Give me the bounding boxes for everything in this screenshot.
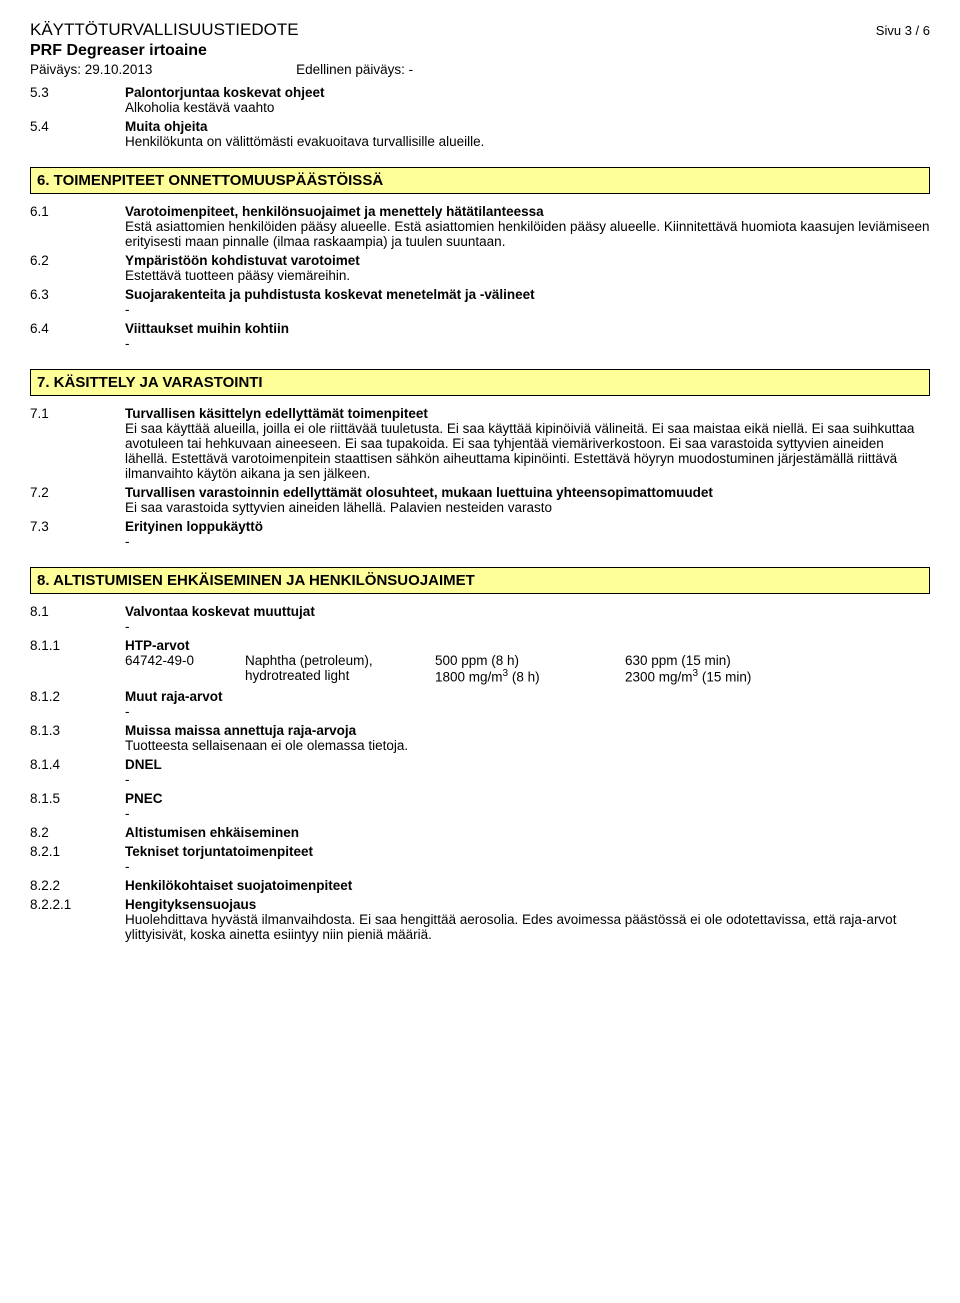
entry-5-4: 5.4 Muita ohjeita Henkilökunta on välitt…	[30, 119, 930, 149]
entry-heading: Muissa maissa annettuja raja-arvoja	[125, 723, 930, 738]
entry-8-1-3: 8.1.3 Muissa maissa annettuja raja-arvoj…	[30, 723, 930, 753]
entry-text: -	[125, 619, 930, 634]
entry-text: -	[125, 704, 930, 719]
entry-heading: Suojarakenteita ja puhdistusta koskevat …	[125, 287, 930, 302]
date-previous: Edellinen päiväys: -	[296, 62, 413, 77]
entry-heading: Turvallisen käsittelyn edellyttämät toim…	[125, 406, 930, 421]
section-7-title: 7. KÄSITTELY JA VARASTOINTI	[30, 369, 930, 396]
entry-text: Estettävä tuotteen pääsy viemäreihin.	[125, 268, 930, 283]
entry-num: 8.2.1	[30, 844, 125, 874]
entry-text: -	[125, 302, 930, 317]
entry-num: 7.2	[30, 485, 125, 515]
entry-8-2-2-1: 8.2.2.1 Hengityksensuojaus Huolehdittava…	[30, 897, 930, 942]
entry-text: Estä asiattomien henkilöiden pääsy aluee…	[125, 219, 930, 249]
date-row: Päiväys: 29.10.2013 Edellinen päiväys: -	[30, 62, 930, 77]
doc-title: KÄYTTÖTURVALLISUUSTIEDOTE	[30, 20, 299, 40]
htp-val2-15min: 2300 mg/m3 (15 min)	[625, 668, 930, 685]
entry-heading: Henkilökohtaiset suojatoimenpiteet	[125, 878, 930, 893]
entry-text: Alkoholia kestävä vaahto	[125, 100, 930, 115]
entry-text: Ei saa varastoida syttyvien aineiden läh…	[125, 500, 930, 515]
entry-num: 8.2	[30, 825, 125, 840]
entry-num: 7.3	[30, 519, 125, 549]
entry-6-4: 6.4 Viittaukset muihin kohtiin -	[30, 321, 930, 351]
page-number: Sivu 3 / 6	[876, 23, 930, 38]
entry-heading: Tekniset torjuntatoimenpiteet	[125, 844, 930, 859]
htp-name2: hydrotreated light	[245, 668, 435, 685]
entry-num: 6.2	[30, 253, 125, 283]
entry-heading: Varotoimenpiteet, henkilönsuojaimet ja m…	[125, 204, 930, 219]
entry-text: -	[125, 772, 930, 787]
entry-num: 8.1.4	[30, 757, 125, 787]
entry-text: -	[125, 336, 930, 351]
entry-num: 8.2.2	[30, 878, 125, 893]
entry-text: -	[125, 534, 930, 549]
entry-8-1-2: 8.1.2 Muut raja-arvot -	[30, 689, 930, 719]
entry-heading: Valvontaa koskevat muuttujat	[125, 604, 930, 619]
entry-num: 5.4	[30, 119, 125, 149]
entry-8-2-2: 8.2.2 Henkilökohtaiset suojatoimenpiteet	[30, 878, 930, 893]
entry-heading: HTP-arvot	[125, 638, 930, 653]
entry-heading: Muut raja-arvot	[125, 689, 930, 704]
section-8-title: 8. ALTISTUMISEN EHKÄISEMINEN JA HENKILÖN…	[30, 567, 930, 594]
entry-num: 8.1.3	[30, 723, 125, 753]
entry-heading: Altistumisen ehkäiseminen	[125, 825, 930, 840]
entry-8-2-1: 8.2.1 Tekniset torjuntatoimenpiteet -	[30, 844, 930, 874]
entry-5-3: 5.3 Palontorjuntaa koskevat ohjeet Alkoh…	[30, 85, 930, 115]
entry-6-1: 6.1 Varotoimenpiteet, henkilönsuojaimet …	[30, 204, 930, 249]
entry-text: Ei saa käyttää alueilla, joilla ei ole r…	[125, 421, 930, 481]
entry-num: 8.1.5	[30, 791, 125, 821]
entry-num: 8.1.2	[30, 689, 125, 719]
entry-6-3: 6.3 Suojarakenteita ja puhdistusta koske…	[30, 287, 930, 317]
entry-heading: Viittaukset muihin kohtiin	[125, 321, 930, 336]
entry-num: 7.1	[30, 406, 125, 481]
entry-heading: Muita ohjeita	[125, 119, 930, 134]
page-header: KÄYTTÖTURVALLISUUSTIEDOTE Sivu 3 / 6	[30, 20, 930, 40]
entry-8-1-4: 8.1.4 DNEL -	[30, 757, 930, 787]
entry-heading: Ympäristöön kohdistuvat varotoimet	[125, 253, 930, 268]
entry-text: Henkilökunta on välittömästi evakuoitava…	[125, 134, 930, 149]
htp-row-1: 64742-49-0 Naphtha (petroleum), 500 ppm …	[125, 653, 930, 668]
htp-cas: 64742-49-0	[125, 653, 245, 668]
entry-num: 8.1	[30, 604, 125, 634]
entry-text: -	[125, 806, 930, 821]
entry-num: 6.4	[30, 321, 125, 351]
entry-8-1: 8.1 Valvontaa koskevat muuttujat -	[30, 604, 930, 634]
htp-val-8h: 500 ppm (8 h)	[435, 653, 625, 668]
entry-heading: PNEC	[125, 791, 930, 806]
htp-val2-8h: 1800 mg/m3 (8 h)	[435, 668, 625, 685]
entry-heading: Palontorjuntaa koskevat ohjeet	[125, 85, 930, 100]
entry-text: Huolehdittava hyvästä ilmanvaihdosta. Ei…	[125, 912, 930, 942]
entry-6-2: 6.2 Ympäristöön kohdistuvat varotoimet E…	[30, 253, 930, 283]
entry-heading: Hengityksensuojaus	[125, 897, 930, 912]
entry-7-2: 7.2 Turvallisen varastoinnin edellyttämä…	[30, 485, 930, 515]
entry-heading: Turvallisen varastoinnin edellyttämät ol…	[125, 485, 930, 500]
entry-7-1: 7.1 Turvallisen käsittelyn edellyttämät …	[30, 406, 930, 481]
entry-text: -	[125, 859, 930, 874]
htp-name: Naphtha (petroleum),	[245, 653, 435, 668]
entry-text: Tuotteesta sellaisenaan ei ole olemassa …	[125, 738, 930, 753]
product-name: PRF Degreaser irtoaine	[30, 42, 930, 60]
entry-8-1-5: 8.1.5 PNEC -	[30, 791, 930, 821]
entry-heading: Erityinen loppukäyttö	[125, 519, 930, 534]
entry-num: 8.2.2.1	[30, 897, 125, 942]
entry-7-3: 7.3 Erityinen loppukäyttö -	[30, 519, 930, 549]
entry-heading: DNEL	[125, 757, 930, 772]
entry-num: 6.3	[30, 287, 125, 317]
entry-num: 5.3	[30, 85, 125, 115]
entry-num: 6.1	[30, 204, 125, 249]
htp-val-15min: 630 ppm (15 min)	[625, 653, 930, 668]
entry-8-1-1: 8.1.1 HTP-arvot 64742-49-0 Naphtha (petr…	[30, 638, 930, 685]
section-6-title: 6. TOIMENPITEET ONNETTOMUUSPÄÄSTÖISSÄ	[30, 167, 930, 194]
entry-8-2: 8.2 Altistumisen ehkäiseminen	[30, 825, 930, 840]
htp-row-2: hydrotreated light 1800 mg/m3 (8 h) 2300…	[125, 668, 930, 685]
entry-num: 8.1.1	[30, 638, 125, 685]
date-current: Päiväys: 29.10.2013	[30, 62, 152, 77]
